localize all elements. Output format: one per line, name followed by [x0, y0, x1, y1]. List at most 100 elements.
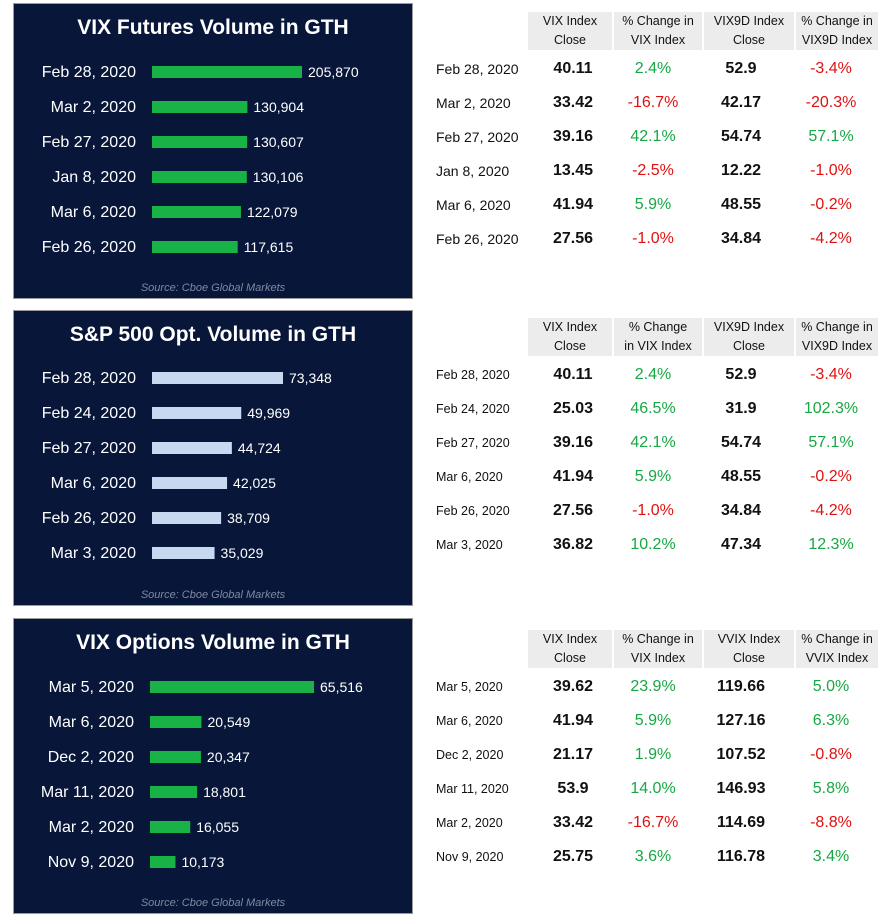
- date-cell: Mar 6, 2020: [436, 714, 503, 728]
- date-cell: Feb 27, 2020: [436, 436, 510, 450]
- table-header-line: % Change in: [622, 632, 694, 646]
- index-close-cell: 39.62: [552, 678, 594, 695]
- category-label: Feb 27, 2020: [42, 134, 136, 151]
- table-header: VIX Index Close: [528, 318, 612, 356]
- table-row: Mar 11, 2020 53.9 14.0% 146.93 5.8%: [428, 772, 878, 806]
- category-label: Jan 8, 2020: [52, 169, 136, 186]
- date-cell: Feb 27, 2020: [436, 129, 519, 145]
- pct-change-cell: 2.4%: [634, 60, 672, 77]
- category-label: Feb 27, 2020: [42, 440, 136, 457]
- index-close-cell: 34.84: [720, 230, 762, 247]
- table-row: Nov 9, 2020 25.75 3.6% 116.78 3.4%: [428, 840, 878, 874]
- date-cell: Feb 28, 2020: [436, 61, 519, 77]
- table-header: % Change in VIX Index: [614, 12, 702, 50]
- index-close-cell: 31.9: [725, 400, 757, 417]
- pct-change-cell: 6.3%: [812, 712, 850, 729]
- bar: [150, 856, 176, 868]
- category-label: Mar 6, 2020: [51, 475, 136, 492]
- index-close-cell: 41.94: [552, 468, 594, 485]
- table-row: Mar 6, 2020 41.94 5.9% 127.16 6.3%: [428, 704, 878, 738]
- table-row: Mar 6, 2020 41.94 5.9% 48.55 -0.2%: [428, 460, 878, 494]
- category-label: Mar 6, 2020: [51, 204, 136, 221]
- index-close-cell: 34.84: [720, 502, 762, 519]
- date-cell: Mar 5, 2020: [436, 680, 503, 694]
- value-label: 122,079: [247, 204, 298, 220]
- index-close-cell: 107.52: [716, 746, 766, 763]
- index-close-cell: 127.16: [716, 712, 766, 729]
- value-label: 130,106: [253, 169, 304, 185]
- vix-futures-bar-chart: Feb 28, 2020 205,870 Mar 2, 2020 130,904 Feb…: [42, 64, 359, 256]
- bar: [152, 136, 248, 148]
- table-row: Feb 26, 2020 27.56 -1.0% 34.84 -4.2%: [428, 222, 878, 256]
- bar: [152, 241, 238, 253]
- table-row: Feb 26, 2020 27.56 -1.0% 34.84 -4.2%: [428, 494, 878, 528]
- value-label: 18,801: [203, 784, 246, 800]
- index-close-cell: 40.11: [553, 60, 593, 77]
- pct-change-cell: -0.2%: [810, 468, 852, 485]
- value-label: 130,904: [253, 99, 304, 115]
- index-close-cell: 41.94: [552, 712, 594, 729]
- index-close-cell: 48.55: [720, 468, 762, 485]
- pct-change-cell: 12.3%: [808, 536, 854, 553]
- table-header-line: VIX9D Index: [713, 320, 785, 334]
- table-header-line: % Change in: [801, 632, 873, 646]
- chart-title: VIX Options Volume in GTH: [76, 631, 350, 654]
- table-header-line: Close: [554, 651, 586, 665]
- category-label: Mar 6, 2020: [49, 714, 134, 731]
- pct-change-cell: -2.5%: [632, 162, 674, 179]
- value-label: 20,549: [207, 714, 250, 730]
- bar: [150, 716, 202, 728]
- index-close-cell: 52.9: [725, 366, 757, 383]
- bar: [152, 547, 215, 559]
- table-header-line: VVIX Index: [805, 651, 869, 665]
- index-close-cell: 25.03: [552, 400, 594, 417]
- vix-options-bar-chart: Mar 5, 2020 65,516 Mar 6, 2020 20,549 Dec 2,…: [41, 679, 363, 871]
- index-close-cell: 47.34: [720, 536, 762, 553]
- pct-change-cell: 5.0%: [812, 678, 850, 695]
- table-row: Mar 2, 2020 33.42 -16.7% 42.17 -20.3%: [428, 86, 878, 120]
- bar: [150, 751, 201, 763]
- category-label: Nov 9, 2020: [48, 854, 134, 871]
- index-close-cell: 21.17: [552, 746, 594, 763]
- category-label: Feb 28, 2020: [42, 64, 136, 81]
- spx-options-panel: S&P 500 Opt. Volume in GTH Feb 28, 2020 7…: [13, 310, 413, 606]
- index-close-cell: 116.78: [716, 848, 766, 865]
- table-header-line: Close: [733, 339, 765, 353]
- category-label: Feb 24, 2020: [42, 405, 136, 422]
- chart-source: Source: Cboe Global Markets: [140, 897, 286, 909]
- pct-change-cell: -0.2%: [810, 196, 852, 213]
- index-close-cell: 119.66: [716, 678, 766, 695]
- table-header-line: Close: [554, 33, 586, 47]
- chart-source: Source: Cboe Global Markets: [140, 589, 286, 601]
- spx-options-bar-chart: Feb 28, 2020 73,348 Feb 24, 2020 49,969 Feb …: [42, 370, 332, 562]
- pct-change-cell: 3.4%: [812, 848, 850, 865]
- pct-change-cell: 3.6%: [634, 848, 672, 865]
- date-cell: Jan 8, 2020: [436, 163, 510, 179]
- table-row: Feb 24, 2020 25.03 46.5% 31.9 102.3%: [428, 392, 878, 426]
- pct-change-cell: -1.0%: [632, 502, 674, 519]
- date-cell: Feb 24, 2020: [436, 402, 510, 416]
- pct-change-cell: -4.2%: [810, 230, 852, 247]
- bar: [152, 171, 247, 183]
- value-label: 35,029: [221, 545, 264, 561]
- pct-change-cell: 42.1%: [630, 434, 676, 451]
- pct-change-cell: 57.1%: [808, 434, 854, 451]
- category-label: Mar 11, 2020: [41, 784, 134, 801]
- table-header: VIX9D Index Close: [704, 318, 794, 356]
- index-close-cell: 146.93: [716, 780, 766, 797]
- bar: [152, 512, 222, 524]
- table-header-line: % Change: [628, 320, 688, 334]
- index-close-cell: 54.74: [720, 128, 762, 145]
- pct-change-cell: -4.2%: [810, 502, 852, 519]
- table-header-line: VIX9D Index: [801, 33, 873, 47]
- value-label: 117,615: [244, 239, 294, 255]
- value-label: 38,709: [227, 510, 270, 526]
- index-close-cell: 52.9: [725, 60, 757, 77]
- index-close-cell: 41.94: [552, 196, 594, 213]
- category-label: Feb 28, 2020: [42, 370, 136, 387]
- date-cell: Feb 26, 2020: [436, 231, 519, 247]
- bar: [150, 786, 198, 798]
- index-close-cell: 48.55: [720, 196, 762, 213]
- table-header-line: VIX Index: [542, 14, 598, 28]
- bar: [150, 821, 191, 833]
